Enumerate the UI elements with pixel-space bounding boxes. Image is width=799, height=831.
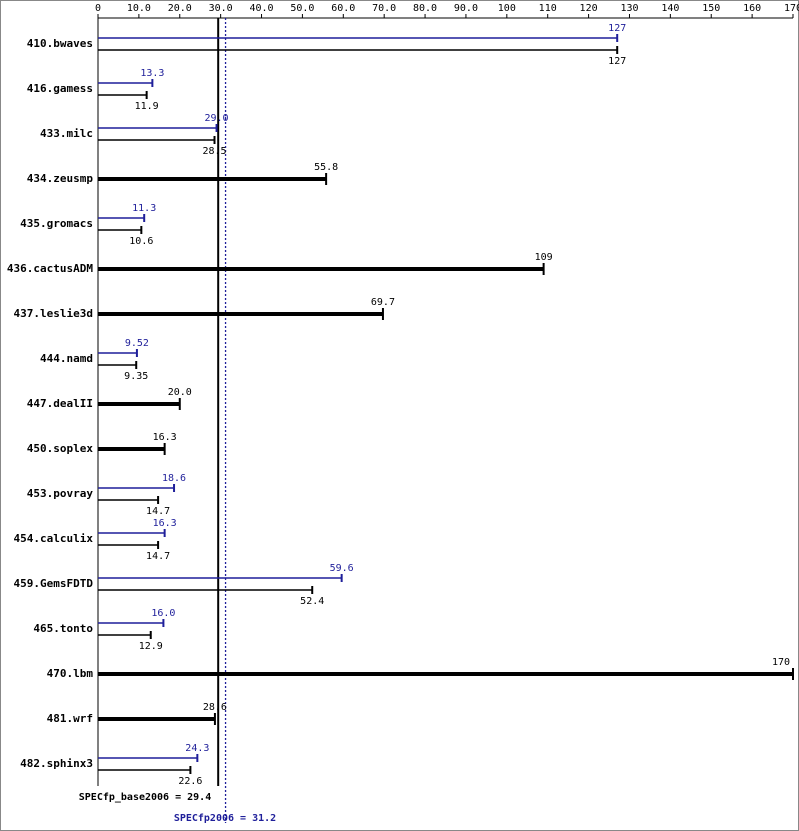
category-label: 434.zeusmp bbox=[27, 172, 94, 185]
x-tick-label: 50.0 bbox=[290, 3, 314, 14]
x-tick-label: 80.0 bbox=[413, 3, 437, 14]
value-label: 11.9 bbox=[135, 101, 159, 112]
x-tick-label: 70.0 bbox=[372, 3, 396, 14]
category-label: 447.dealII bbox=[27, 397, 93, 410]
category-label: 453.povray bbox=[27, 487, 94, 500]
x-tick-label: 0 bbox=[95, 3, 101, 14]
x-tick-label: 130 bbox=[620, 3, 638, 14]
category-label: 450.soplex bbox=[27, 442, 94, 455]
value-label: 170 bbox=[772, 657, 790, 668]
x-tick-label: 150 bbox=[702, 3, 720, 14]
category-label: 481.wrf bbox=[47, 712, 93, 725]
x-tick-label: 160 bbox=[743, 3, 761, 14]
category-label: 459.GemsFDTD bbox=[14, 577, 94, 590]
value-label: 16.3 bbox=[153, 518, 177, 529]
category-label: 433.milc bbox=[40, 127, 93, 140]
category-label: 470.lbm bbox=[47, 667, 94, 680]
value-label: 28.6 bbox=[203, 702, 227, 713]
category-label: 410.bwaves bbox=[27, 37, 93, 50]
x-tick-label: 90.0 bbox=[454, 3, 478, 14]
value-label: 12.9 bbox=[139, 641, 163, 652]
value-label: 28.5 bbox=[202, 146, 226, 157]
x-tick-label: 60.0 bbox=[331, 3, 355, 14]
value-label: 24.3 bbox=[185, 743, 209, 754]
x-tick-label: 140 bbox=[661, 3, 679, 14]
value-label: 10.6 bbox=[129, 236, 153, 247]
x-tick-label: 110 bbox=[539, 3, 557, 14]
value-label: 13.3 bbox=[140, 68, 164, 79]
value-label: 16.3 bbox=[153, 432, 177, 443]
category-label: 465.tonto bbox=[33, 622, 93, 635]
x-tick-label: 10.0 bbox=[127, 3, 151, 14]
value-label: 18.6 bbox=[162, 473, 186, 484]
value-label: 14.7 bbox=[146, 551, 170, 562]
value-label: 14.7 bbox=[146, 506, 170, 517]
value-label: 55.8 bbox=[314, 162, 338, 173]
reference-label: SPECfp2006 = 31.2 bbox=[174, 813, 276, 824]
value-label: 22.6 bbox=[178, 776, 202, 787]
value-label: 109 bbox=[535, 252, 553, 263]
category-label: 482.sphinx3 bbox=[20, 757, 93, 770]
value-label: 11.3 bbox=[132, 203, 156, 214]
category-label: 454.calculix bbox=[14, 532, 94, 545]
value-label: 16.0 bbox=[151, 608, 175, 619]
value-label: 59.6 bbox=[330, 563, 354, 574]
category-label: 444.namd bbox=[40, 352, 93, 365]
value-label: 9.52 bbox=[125, 338, 149, 349]
category-label: 436.cactusADM bbox=[7, 262, 93, 275]
value-label: 20.0 bbox=[168, 387, 192, 398]
x-tick-label: 30.0 bbox=[209, 3, 233, 14]
value-label: 29.0 bbox=[205, 113, 229, 124]
value-label: 127 bbox=[608, 56, 626, 67]
value-label: 52.4 bbox=[300, 596, 324, 607]
category-label: 437.leslie3d bbox=[14, 307, 93, 320]
x-tick-label: 100 bbox=[498, 3, 516, 14]
value-label: 69.7 bbox=[371, 297, 395, 308]
value-label: 127 bbox=[608, 23, 626, 34]
category-label: 416.gamess bbox=[27, 82, 93, 95]
reference-label: SPECfp_base2006 = 29.4 bbox=[79, 792, 211, 803]
x-tick-label: 170 bbox=[784, 3, 799, 14]
x-tick-label: 20.0 bbox=[168, 3, 192, 14]
category-label: 435.gromacs bbox=[20, 217, 93, 230]
value-label: 9.35 bbox=[124, 371, 148, 382]
x-tick-label: 40.0 bbox=[249, 3, 273, 14]
x-tick-label: 120 bbox=[580, 3, 598, 14]
